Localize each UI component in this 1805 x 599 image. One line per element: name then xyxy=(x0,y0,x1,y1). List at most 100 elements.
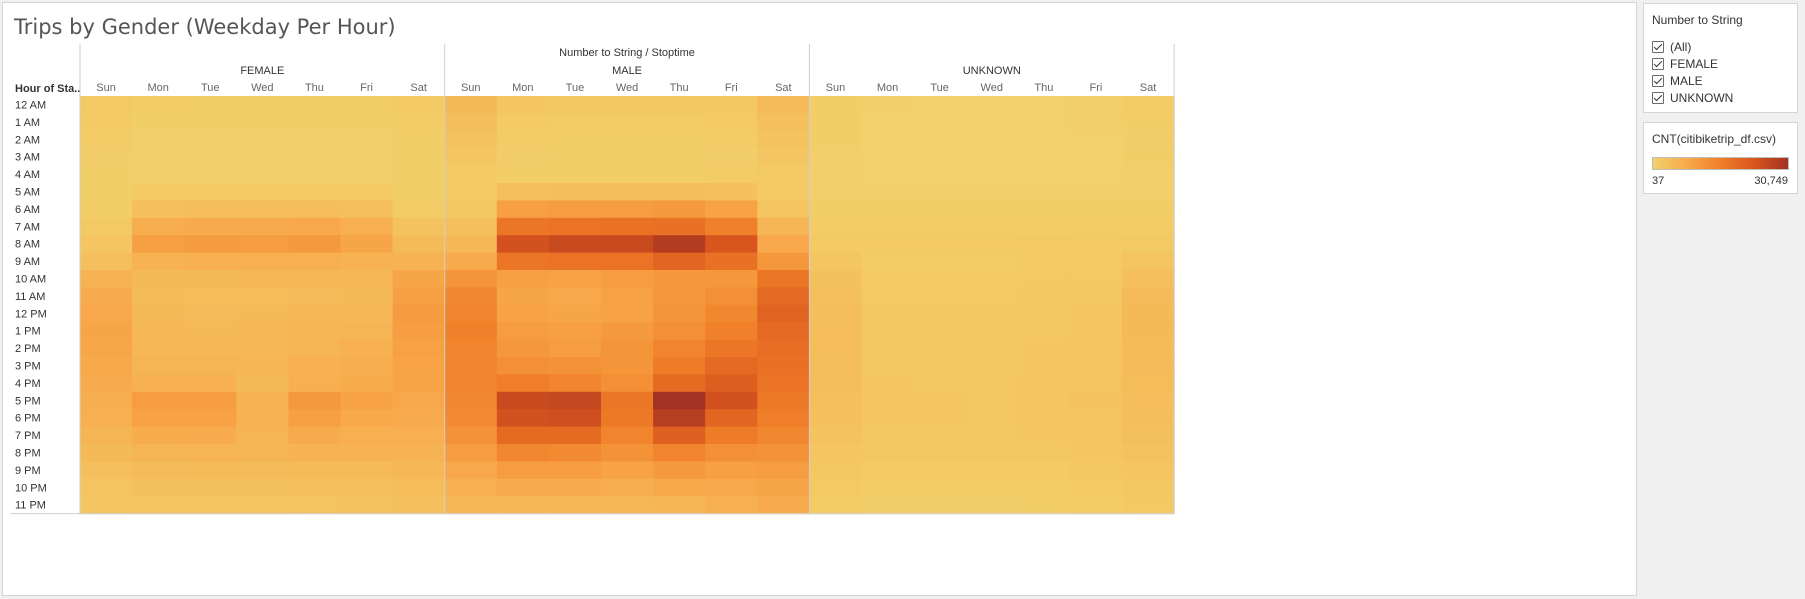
heatmap-cell xyxy=(1122,478,1175,497)
heatmap-cell xyxy=(184,200,237,219)
filter-item-unknown[interactable]: UNKNOWN xyxy=(1652,90,1733,106)
heatmap-cell xyxy=(184,496,237,515)
hour-tick-label: 10 AM xyxy=(15,274,46,286)
heatmap-cell xyxy=(340,444,394,462)
heatmap-cell xyxy=(601,270,654,288)
heatmap-cell xyxy=(340,409,394,428)
heatmap-cell xyxy=(757,426,810,445)
heatmap-cell xyxy=(861,409,915,428)
heatmap-cell xyxy=(444,130,498,149)
day-tick-label: Tue xyxy=(201,82,220,94)
heatmap-cell xyxy=(1017,235,1071,254)
hour-tick-label: 2 AM xyxy=(15,134,40,146)
heatmap-cell xyxy=(705,252,758,271)
heatmap-cell xyxy=(653,148,706,167)
heatmap-cell xyxy=(1069,374,1123,393)
heatmap-cell xyxy=(913,287,967,306)
heatmap-cell xyxy=(444,304,498,323)
heatmap-cell xyxy=(809,183,863,201)
heatmap-cell xyxy=(80,235,133,254)
heatmap-cell xyxy=(1069,444,1123,462)
heatmap-cell xyxy=(444,217,498,236)
heatmap-cell xyxy=(132,287,185,306)
heatmap-cell xyxy=(496,130,550,149)
heatmap-cell xyxy=(340,478,394,497)
day-tick-label: Sat xyxy=(410,82,427,94)
filter-card: Number to String (All) FEMALE MALE UNKNO… xyxy=(1643,3,1798,113)
heatmap-cell xyxy=(340,130,394,149)
heatmap-cell xyxy=(340,200,394,219)
heatmap-cell xyxy=(548,148,602,167)
heatmap-cell xyxy=(444,322,498,341)
heatmap-cell xyxy=(1069,96,1123,114)
heatmap-cell xyxy=(392,339,446,358)
heatmap-cell xyxy=(1122,496,1175,515)
heatmap-cell xyxy=(288,409,342,428)
heatmap-cell xyxy=(965,165,1019,184)
heatmap-cell xyxy=(392,287,446,306)
heatmap-cell xyxy=(80,252,133,271)
heatmap-cell xyxy=(340,374,394,393)
heatmap-cell xyxy=(392,322,446,341)
group-header-label: FEMALE xyxy=(240,65,284,77)
checkbox-checked-icon[interactable] xyxy=(1652,75,1664,87)
heatmap-cell xyxy=(548,409,602,428)
heatmap-cell xyxy=(653,444,706,462)
day-tick-label: Wed xyxy=(251,82,273,94)
hour-tick-label: 3 AM xyxy=(15,152,40,164)
checkbox-checked-icon[interactable] xyxy=(1652,92,1664,104)
heatmap-cell xyxy=(184,426,237,445)
heatmap-cell xyxy=(1017,461,1071,480)
heatmap-cell xyxy=(184,130,237,149)
hour-tick-label: 9 AM xyxy=(15,256,40,268)
filter-item-female[interactable]: FEMALE xyxy=(1652,56,1718,72)
filter-item-male[interactable]: MALE xyxy=(1652,73,1703,89)
heatmap-cell xyxy=(392,165,446,184)
heatmap-cell xyxy=(132,391,185,410)
heatmap-cell xyxy=(80,287,133,306)
heatmap-cell xyxy=(965,130,1019,149)
heatmap-cell xyxy=(601,444,654,462)
heatmap-cell xyxy=(809,426,863,445)
heatmap-cell xyxy=(861,391,915,410)
heatmap-cell xyxy=(444,374,498,393)
heatmap-cell xyxy=(913,113,967,132)
heatmap-cell xyxy=(132,200,185,219)
heatmap-cell xyxy=(1122,374,1175,393)
heatmap-cell xyxy=(184,148,237,167)
heatmap-cell xyxy=(392,200,446,219)
heatmap-cell xyxy=(236,444,289,462)
heatmap-cell xyxy=(444,200,498,219)
heatmap-cell xyxy=(288,391,342,410)
heatmap-cell xyxy=(340,357,394,375)
heatmap-cell xyxy=(444,478,498,497)
heatmap-cell xyxy=(705,287,758,306)
heatmap-cell xyxy=(705,409,758,428)
day-tick-label: Sat xyxy=(1140,82,1157,94)
heatmap-cell xyxy=(548,478,602,497)
day-tick-label: Sun xyxy=(96,82,116,94)
heatmap-cell xyxy=(965,444,1019,462)
heatmap-cell xyxy=(653,113,706,132)
filter-item-all[interactable]: (All) xyxy=(1652,39,1691,55)
day-tick-label: Fri xyxy=(360,82,373,94)
heatmap-cell xyxy=(548,130,602,149)
heatmap-cell xyxy=(132,270,185,288)
hour-tick-label: 7 AM xyxy=(15,221,40,233)
filter-title: Number to String xyxy=(1652,13,1743,27)
heatmap-cell xyxy=(444,357,498,375)
heatmap-cell xyxy=(1069,426,1123,445)
heatmap-cell xyxy=(444,270,498,288)
heatmap-cell xyxy=(548,322,602,341)
heatmap-cell xyxy=(913,444,967,462)
heatmap-cell xyxy=(653,217,706,236)
checkbox-checked-icon[interactable] xyxy=(1652,41,1664,53)
heatmap-cell xyxy=(705,183,758,201)
heatmap-cell xyxy=(861,217,915,236)
heatmap-cell xyxy=(496,287,550,306)
heatmap-cell xyxy=(1122,96,1175,114)
heatmap-cell xyxy=(496,217,550,236)
checkbox-checked-icon[interactable] xyxy=(1652,58,1664,70)
filter-item-label: UNKNOWN xyxy=(1670,91,1734,105)
heatmap-cell xyxy=(653,165,706,184)
